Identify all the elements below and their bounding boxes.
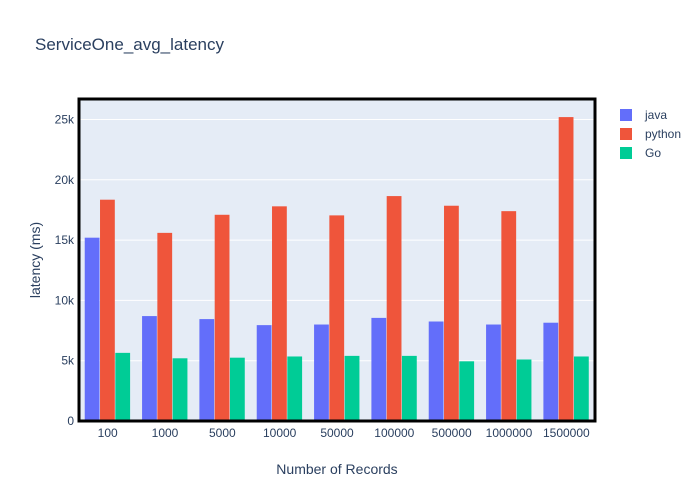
legend-label: python (645, 127, 681, 141)
bar-python-100 (100, 199, 115, 421)
bar-go-100000 (401, 355, 417, 421)
bar-python-50000 (329, 215, 345, 421)
bar-java-100000 (371, 317, 387, 421)
legend-label: java (644, 108, 667, 122)
y-tick-label: 15k (55, 233, 75, 247)
bar-java-1000 (142, 316, 157, 421)
bar-java-1500000 (543, 322, 559, 421)
plot-border (77, 97, 597, 423)
bar-go-100 (115, 352, 131, 421)
bar-python-500000 (444, 205, 459, 421)
y-tick-label: 20k (55, 173, 75, 187)
legend-label: Go (645, 146, 661, 160)
bar-go-10000 (287, 356, 303, 421)
bar-java-10000 (256, 325, 272, 421)
legend-swatch-python (620, 128, 632, 140)
bar-java-1000000 (486, 324, 501, 421)
y-axis-title: latency (ms) (27, 222, 43, 298)
x-axis-ticks: 100 1000 5000 10000 50000 100000 500000 1000000… (98, 426, 590, 440)
x-tick-label: 1000 (152, 426, 179, 440)
y-tick-label: 25k (55, 113, 75, 127)
legend-swatch-go (620, 147, 632, 159)
x-axis-title: Number of Records (276, 461, 397, 477)
bar-python-1000 (157, 232, 173, 421)
bar-go-1000000 (516, 359, 532, 421)
bar-java-500000 (428, 321, 444, 421)
x-tick-label: 5000 (209, 426, 236, 440)
x-tick-label: 500000 (432, 426, 472, 440)
x-tick-label: 100000 (374, 426, 414, 440)
bar-python-1000000 (501, 211, 517, 421)
bar-go-500000 (459, 361, 475, 421)
legend: java python Go (620, 108, 681, 160)
bar-java-100 (84, 237, 100, 421)
bar-go-5000 (229, 357, 245, 421)
bar-go-1000 (172, 358, 188, 421)
bar-python-1500000 (558, 117, 574, 421)
bar-java-50000 (314, 324, 329, 421)
x-tick-label: 50000 (320, 426, 354, 440)
y-axis-ticks: 0 5k 10k 15k 20k 25k (55, 113, 75, 428)
y-tick-label: 5k (61, 354, 75, 368)
bar-python-10000 (272, 206, 287, 421)
x-tick-label: 1000000 (486, 426, 533, 440)
bar-java-5000 (199, 319, 215, 421)
bars (84, 117, 589, 421)
bar-python-100000 (386, 196, 402, 421)
y-tick-label: 10k (55, 293, 75, 307)
x-tick-label: 100 (98, 426, 118, 440)
y-tick-label: 0 (67, 414, 74, 428)
x-tick-label: 10000 (263, 426, 297, 440)
x-tick-label: 1500000 (543, 426, 590, 440)
bar-go-50000 (344, 355, 360, 421)
chart-title: ServiceOne_avg_latency (35, 35, 225, 54)
bar-python-5000 (214, 214, 230, 421)
legend-swatch-java (620, 109, 632, 121)
bar-go-1500000 (573, 356, 589, 421)
